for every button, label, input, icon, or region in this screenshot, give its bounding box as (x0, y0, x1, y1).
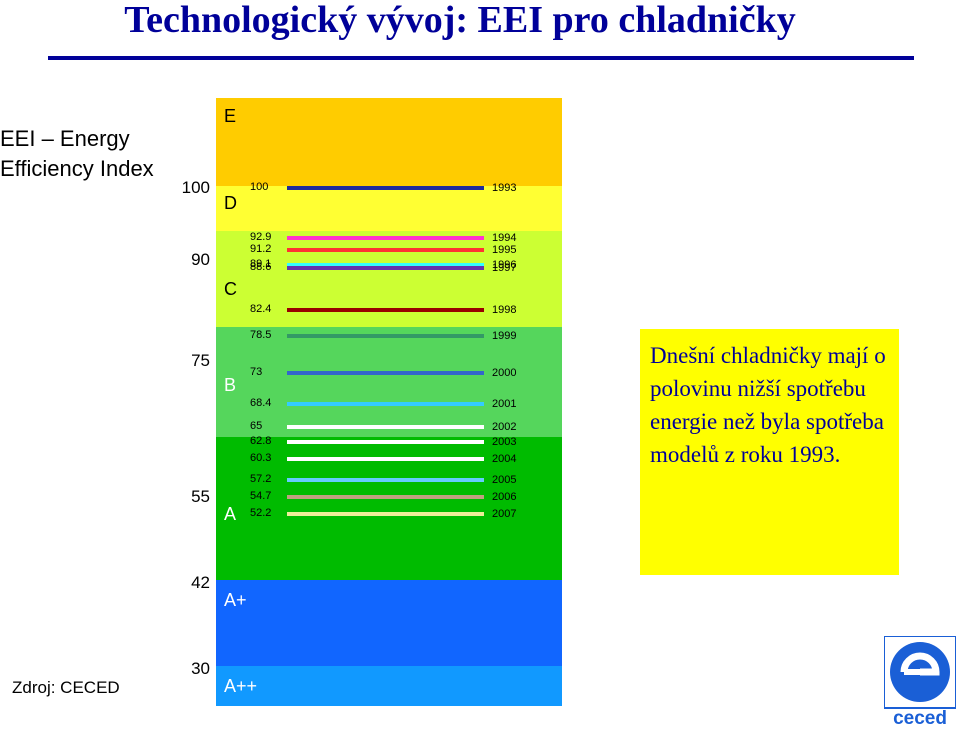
year-label-2006: 2006 (492, 491, 517, 504)
year-label-1993: 1993 (492, 182, 517, 194)
band-d (216, 186, 562, 231)
eei-marker-1998 (287, 307, 484, 312)
year-label-2004: 2004 (492, 452, 517, 465)
eei-value-1997: 88.6 (250, 261, 272, 274)
eei-marker-2006 (287, 495, 484, 500)
eei-value-2006: 54.7 (250, 490, 272, 503)
year-label-2003: 2003 (492, 435, 517, 448)
class-label-b: B (224, 375, 237, 395)
year-label-2001: 2001 (492, 397, 517, 410)
eei-marker-1997 (287, 266, 484, 271)
year-label-2007: 2007 (492, 508, 517, 521)
eei-value-2003: 62.8 (250, 434, 272, 447)
source-label: Zdroj: CECED (12, 678, 120, 697)
eei-marker-1993 (287, 186, 484, 190)
year-label-1998: 1998 (492, 303, 517, 316)
year-label-1997: 1997 (492, 262, 517, 275)
y-tick-100: 100 (181, 178, 210, 197)
eei-value-2004: 60.3 (250, 451, 272, 464)
class-label-a: A (224, 504, 237, 524)
eei-value-2005: 57.2 (250, 473, 272, 486)
callout-box: Dnešní chladničky mají o polovinu nižší … (640, 329, 899, 575)
eei-value-2001: 68.4 (250, 396, 272, 409)
eei-value-1996: 89.1 (250, 258, 272, 270)
class-label-a-plus-plus: A++ (224, 676, 258, 696)
page-title: Technologický vývoj: EEI pro chladničky (124, 0, 796, 41)
eei-marker-1996 (287, 263, 484, 267)
callout-text: Dnešní chladničky mají o polovinu nižší … (650, 343, 886, 467)
y-axis-label: EEI – Energy Efficiency Index (0, 126, 154, 181)
eei-marker-2002 (287, 425, 484, 429)
year-label-1996: 1996 (492, 259, 517, 271)
eei-marker-1994 (287, 236, 484, 241)
eei-marker-1999 (287, 333, 484, 338)
eei-marker-2007 (287, 512, 484, 517)
year-label-1999: 1999 (492, 329, 517, 342)
eei-marker-2000 (287, 370, 484, 375)
year-label-1994: 1994 (492, 232, 517, 245)
year-label-2005: 2005 (492, 474, 517, 487)
y-tick-30: 30 (191, 659, 210, 678)
class-label-a-plus: A+ (224, 590, 247, 610)
year-label-1995: 1995 (492, 244, 517, 257)
eei-value-1993: 100 (250, 181, 269, 193)
band-a-plus-plus (216, 666, 562, 706)
eei-value-1998: 82.4 (250, 302, 272, 315)
y-tick-90: 90 (191, 250, 210, 269)
y-tick-55: 55 (191, 487, 210, 506)
eei-value-1995: 91.2 (250, 243, 272, 256)
year-label-2002: 2002 (492, 421, 517, 433)
eei-value-1994: 92.9 (250, 231, 272, 244)
class-label-e: E (224, 106, 237, 126)
y-tick-75: 75 (191, 351, 210, 370)
eei-value-1999: 78.5 (250, 328, 272, 341)
svg-text:ceced: ceced (893, 708, 947, 726)
band-e (216, 98, 562, 186)
eei-marker-2004 (287, 456, 484, 461)
eei-value-2002: 65 (250, 420, 263, 432)
band-a-plus (216, 580, 562, 666)
year-label-2000: 2000 (492, 366, 517, 379)
ceced-logo: ceced (883, 635, 957, 729)
eei-value-2000: 73 (250, 365, 263, 378)
eei-value-2007: 52.2 (250, 507, 272, 520)
eei-marker-2005 (287, 478, 484, 483)
eei-marker-1995 (287, 248, 484, 253)
title-underline (48, 56, 914, 60)
class-label-d: D (224, 193, 237, 213)
eei-marker-2003 (287, 439, 484, 444)
y-tick-42: 42 (191, 573, 210, 592)
band-b (216, 327, 562, 437)
eei-marker-2001 (287, 401, 484, 406)
class-label-c: C (224, 279, 237, 299)
